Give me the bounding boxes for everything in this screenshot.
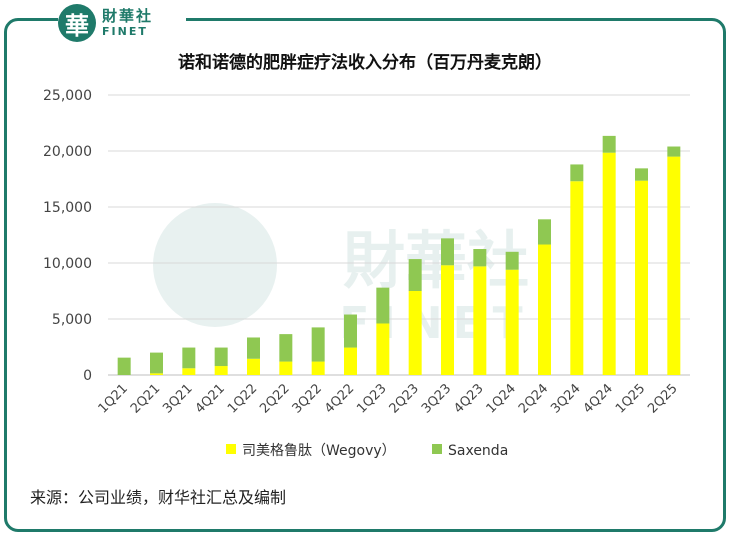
- x-tick-label: 2Q23: [387, 381, 422, 416]
- watermark-name-en: FINET: [339, 298, 532, 349]
- legend-label-wegovy: 司美格鲁肽（Wegovy）: [242, 443, 396, 459]
- y-axis: 0 5,000 10,000 15,000 20,000 25,000: [43, 88, 92, 384]
- bar-wegovy: [473, 266, 487, 375]
- x-tick-label: 1Q24: [484, 381, 519, 416]
- x-tick-label: 2Q24: [516, 381, 551, 416]
- bar-saxenda: [247, 337, 260, 359]
- bar-wegovy: [570, 181, 584, 375]
- x-tick-label: 3Q23: [419, 381, 454, 416]
- bars: [117, 135, 681, 375]
- bar-saxenda: [538, 219, 551, 245]
- bar-wegovy: [505, 269, 519, 375]
- watermark-mark: [153, 203, 277, 327]
- bar-saxenda: [408, 259, 422, 291]
- x-tick-label: 2Q22: [257, 381, 292, 416]
- x-tick-label: 2Q21: [128, 381, 163, 416]
- watermark-name-cn: 財華社: [343, 224, 529, 297]
- bar-saxenda: [473, 249, 487, 267]
- bar-wegovy: [408, 291, 422, 375]
- bar-wegovy: [667, 156, 681, 375]
- bar-wegovy: [311, 361, 325, 375]
- bar-saxenda: [441, 238, 454, 266]
- x-tick-label: 3Q21: [160, 381, 195, 416]
- bar-wegovy: [150, 373, 163, 375]
- bar-wegovy: [602, 152, 616, 375]
- bar-saxenda: [150, 352, 163, 374]
- legend-swatch-saxenda: [432, 444, 442, 454]
- brand-name-cn: 財華社: [102, 7, 154, 25]
- brand-logo: 華 財華社 FINET: [58, 2, 186, 44]
- bar-wegovy: [279, 361, 293, 375]
- chart-title: 诺和诺德的肥胖症疗法收入分布（百万丹麦克朗）: [178, 53, 552, 73]
- bar-saxenda: [279, 334, 293, 362]
- bar-saxenda: [602, 135, 616, 153]
- y-tick-label: 0: [83, 368, 92, 384]
- bar-wegovy: [214, 366, 228, 375]
- x-tick-label: 2Q25: [645, 381, 680, 416]
- legend-label-saxenda: Saxenda: [448, 443, 508, 459]
- legend-swatch-wegovy: [226, 444, 236, 454]
- x-tick-label: 4Q23: [451, 381, 486, 416]
- bar-saxenda: [667, 146, 681, 157]
- bar-saxenda: [311, 327, 325, 362]
- bar-wegovy: [344, 347, 357, 375]
- x-tick-label: 4Q24: [581, 381, 616, 416]
- bar-saxenda: [344, 314, 357, 348]
- y-tick-label: 15,000: [43, 200, 92, 216]
- x-axis: 1Q212Q213Q214Q211Q222Q223Q224Q221Q232Q23…: [96, 381, 681, 416]
- y-tick-label: 20,000: [43, 144, 92, 160]
- source-note: 来源：公司业绩，财华社汇总及编制: [30, 488, 287, 507]
- bar-wegovy: [635, 180, 648, 375]
- bar-saxenda: [635, 168, 648, 181]
- brand-mark: 華: [58, 4, 96, 42]
- bar-wegovy: [376, 323, 390, 375]
- watermark: 財華社 FINET: [153, 203, 532, 349]
- x-tick-label: 4Q21: [193, 381, 228, 416]
- x-tick-label: 3Q24: [548, 381, 583, 416]
- bar-wegovy: [441, 265, 454, 375]
- brand-name-en: FINET: [102, 25, 148, 38]
- legend: 司美格鲁肽（Wegovy） Saxenda: [226, 443, 508, 459]
- bar-saxenda: [505, 251, 519, 270]
- x-tick-label: 1Q25: [613, 381, 648, 416]
- bar-saxenda: [376, 287, 390, 324]
- brand-text: 財華社 FINET: [102, 7, 154, 38]
- bar-wegovy: [538, 244, 551, 375]
- bar-saxenda: [214, 347, 228, 367]
- x-tick-label: 4Q22: [322, 381, 357, 416]
- x-tick-label: 1Q22: [225, 381, 260, 416]
- gridlines: [108, 94, 690, 376]
- bar-wegovy: [247, 358, 260, 375]
- bar-saxenda: [117, 357, 131, 375]
- y-tick-label: 25,000: [43, 88, 92, 104]
- x-tick-label: 3Q22: [290, 381, 325, 416]
- y-tick-label: 10,000: [43, 256, 92, 272]
- y-tick-label: 5,000: [52, 312, 92, 328]
- bar-wegovy: [182, 368, 196, 375]
- bar-saxenda: [182, 347, 196, 369]
- bar-saxenda: [570, 164, 584, 182]
- x-tick-label: 1Q21: [96, 381, 131, 416]
- x-tick-label: 1Q23: [354, 381, 389, 416]
